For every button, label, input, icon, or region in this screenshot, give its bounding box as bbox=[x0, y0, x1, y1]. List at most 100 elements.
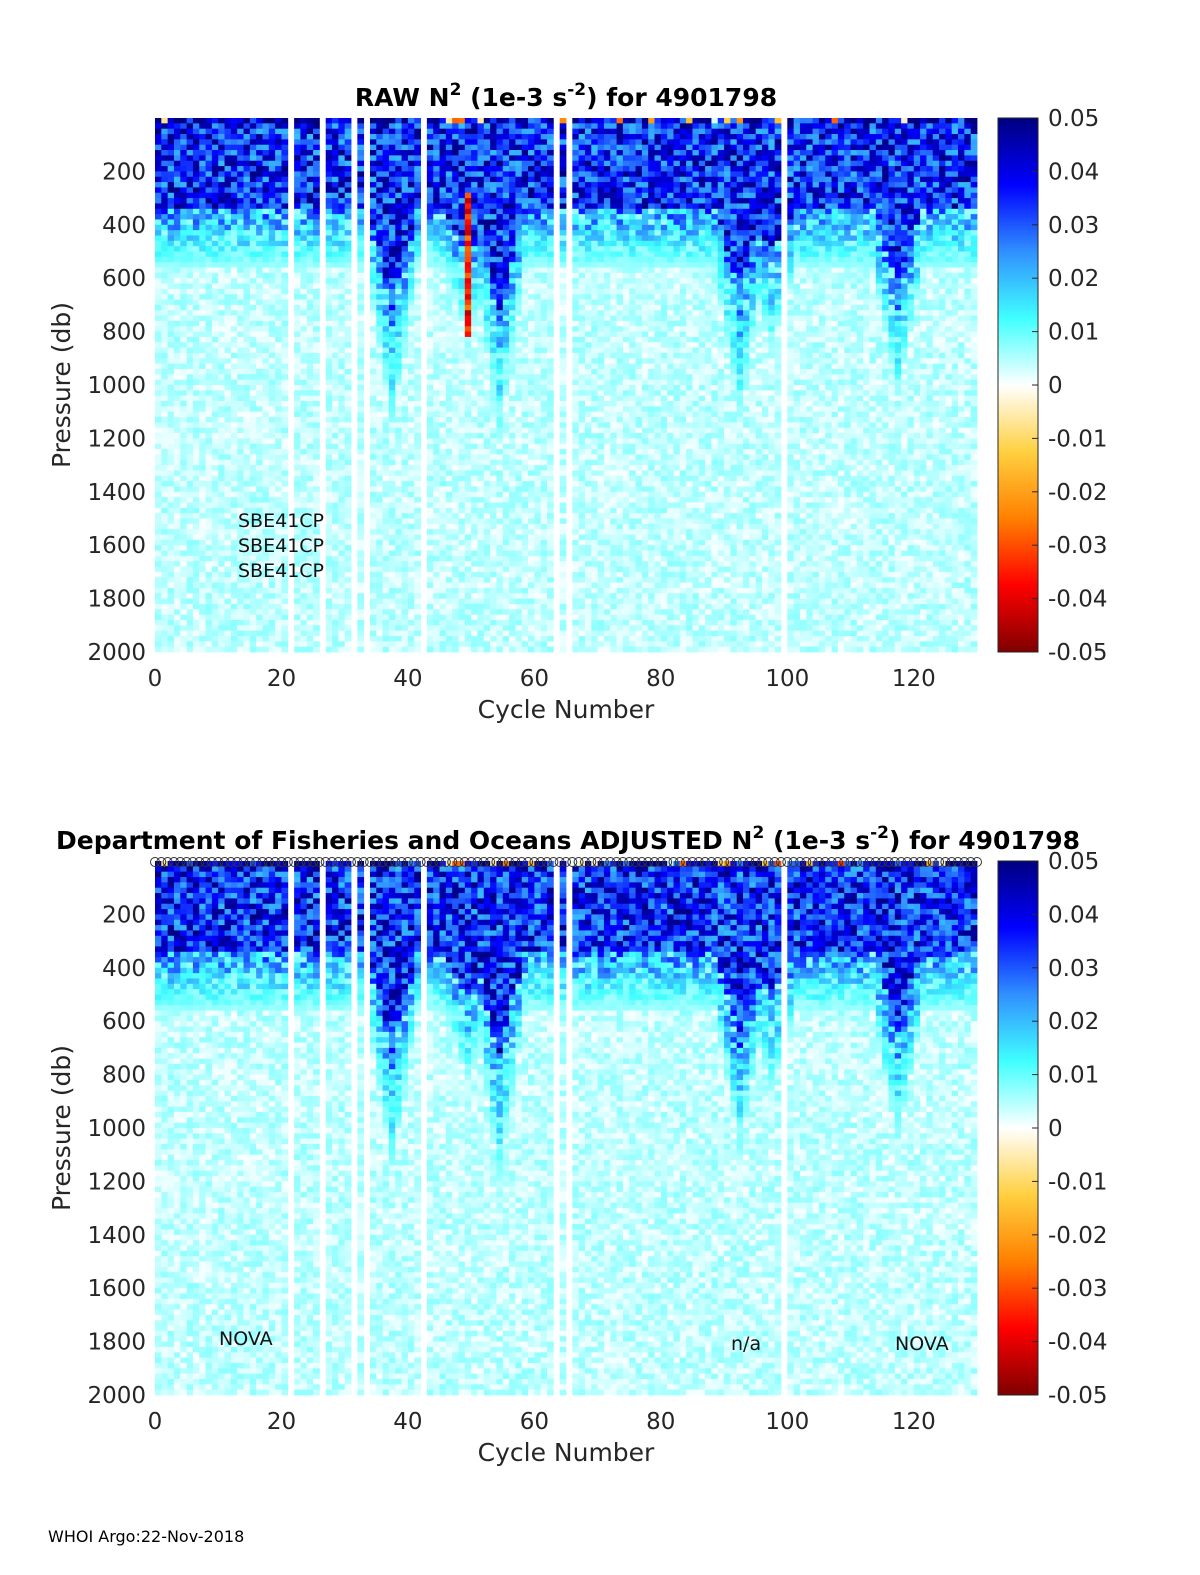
heatmap-cell bbox=[193, 465, 200, 471]
heatmap-cell bbox=[199, 257, 206, 263]
heatmap-cell bbox=[218, 481, 225, 487]
heatmap-cell bbox=[168, 433, 175, 439]
heatmap-cell bbox=[174, 561, 181, 567]
heatmap-cell bbox=[225, 326, 232, 332]
heatmap-cell bbox=[256, 161, 263, 167]
heatmap-cell bbox=[168, 508, 175, 514]
heatmap-cell bbox=[187, 577, 194, 583]
heatmap-cell bbox=[168, 460, 175, 466]
heatmap-cell bbox=[231, 428, 238, 434]
heatmap-cell bbox=[193, 422, 200, 428]
heatmap-cell bbox=[193, 470, 200, 476]
heatmap-cell bbox=[218, 556, 225, 562]
heatmap-cell bbox=[168, 300, 175, 306]
heatmap-cell bbox=[225, 460, 232, 466]
heatmap-cell bbox=[168, 449, 175, 455]
heatmap-cell bbox=[212, 625, 219, 631]
heatmap-cell bbox=[161, 310, 168, 316]
heatmap-cell bbox=[161, 502, 168, 508]
heatmap-cell bbox=[231, 155, 238, 161]
heatmap-cell bbox=[231, 647, 238, 653]
heatmap-cell bbox=[174, 289, 181, 295]
heatmap-cell bbox=[212, 449, 219, 455]
heatmap-cell bbox=[206, 214, 213, 220]
heatmap-cell bbox=[212, 577, 219, 583]
heatmap-cell bbox=[237, 604, 244, 610]
heatmap-cell bbox=[155, 246, 162, 252]
heatmap-cell bbox=[244, 161, 251, 167]
heatmap-cell bbox=[193, 193, 200, 199]
heatmap-cell bbox=[187, 193, 194, 199]
heatmap-cell bbox=[206, 385, 213, 391]
heatmap-cell bbox=[168, 609, 175, 615]
heatmap-cell bbox=[155, 433, 162, 439]
heatmap-cell bbox=[218, 588, 225, 594]
heatmap-cell bbox=[225, 262, 232, 268]
heatmap-cell bbox=[180, 647, 187, 653]
heatmap-cell bbox=[237, 428, 244, 434]
heatmap-cell bbox=[231, 332, 238, 338]
heatmap-cell bbox=[237, 187, 244, 193]
heatmap-cell bbox=[237, 316, 244, 322]
heatmap-cell bbox=[256, 219, 263, 225]
heatmap-cell bbox=[256, 502, 263, 508]
heatmap-cell bbox=[187, 139, 194, 145]
heatmap-cell bbox=[187, 620, 194, 626]
heatmap-cell bbox=[256, 428, 263, 434]
heatmap-cell bbox=[231, 134, 238, 140]
heatmap-cell bbox=[206, 390, 213, 396]
heatmap-cell bbox=[180, 166, 187, 172]
heatmap-cell bbox=[244, 305, 251, 311]
heatmap-cell bbox=[212, 214, 219, 220]
heatmap-cell bbox=[161, 577, 168, 583]
heatmap-cell bbox=[250, 273, 257, 279]
heatmap-cell bbox=[212, 198, 219, 204]
heatmap-cell bbox=[168, 369, 175, 375]
heatmap-cell bbox=[212, 177, 219, 183]
heatmap-cell bbox=[161, 609, 168, 615]
heatmap-cell bbox=[218, 294, 225, 300]
heatmap-cell bbox=[262, 374, 269, 380]
heatmap-cell bbox=[155, 535, 162, 541]
heatmap-cell bbox=[244, 262, 251, 268]
heatmap-cell bbox=[161, 396, 168, 402]
heatmap-cell bbox=[180, 342, 187, 348]
heatmap-cell bbox=[218, 193, 225, 199]
heatmap-cell bbox=[161, 535, 168, 541]
heatmap-cell bbox=[174, 609, 181, 615]
heatmap-cell bbox=[180, 406, 187, 412]
heatmap-cell bbox=[250, 150, 257, 156]
heatmap-cell bbox=[218, 433, 225, 439]
heatmap-cell bbox=[262, 219, 269, 225]
heatmap-cell bbox=[161, 123, 168, 129]
heatmap-cell bbox=[187, 225, 194, 231]
heatmap-cell bbox=[225, 492, 232, 498]
heatmap-cell bbox=[225, 193, 232, 199]
heatmap-cell bbox=[218, 332, 225, 338]
heatmap-cell bbox=[168, 401, 175, 407]
heatmap-cell bbox=[250, 609, 257, 615]
heatmap-cell bbox=[168, 481, 175, 487]
heatmap-cell bbox=[225, 476, 232, 482]
heatmap-cell bbox=[168, 572, 175, 578]
heatmap-cell bbox=[206, 615, 213, 621]
heatmap-cell bbox=[187, 625, 194, 631]
heatmap-cell bbox=[174, 321, 181, 327]
heatmap-cell bbox=[155, 187, 162, 193]
heatmap-cell bbox=[218, 353, 225, 359]
heatmap-cell bbox=[180, 230, 187, 236]
heatmap-cell bbox=[256, 486, 263, 492]
heatmap-cell bbox=[206, 444, 213, 450]
heatmap-cell bbox=[237, 214, 244, 220]
heatmap-cell bbox=[250, 433, 257, 439]
heatmap-cell bbox=[206, 412, 213, 418]
heatmap-cell bbox=[180, 358, 187, 364]
heatmap-cell bbox=[199, 225, 206, 231]
heatmap-cell bbox=[225, 161, 232, 167]
heatmap-cell bbox=[187, 257, 194, 263]
heatmap-cell bbox=[237, 118, 244, 124]
heatmap-cell bbox=[174, 444, 181, 450]
heatmap-cell bbox=[225, 337, 232, 343]
heatmap-cell bbox=[174, 209, 181, 215]
heatmap-cell bbox=[180, 396, 187, 402]
